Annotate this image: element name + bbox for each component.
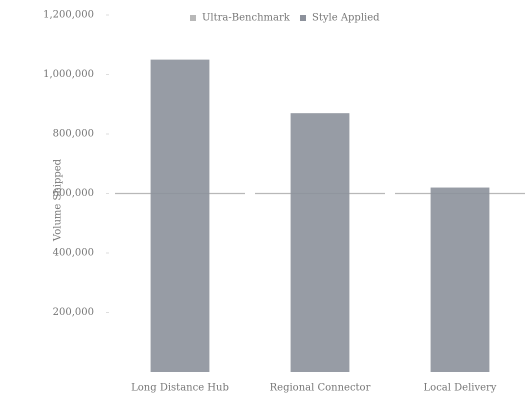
y-tick-label: 800,000	[53, 129, 94, 140]
y-tick-label: 1,200,000	[43, 10, 94, 21]
x-tick-label: Local Delivery	[424, 383, 497, 394]
y-tick-label: 400,000	[53, 248, 94, 259]
x-tick-label: Regional Connector	[270, 383, 371, 394]
y-axis-label: Volume Shipped	[53, 158, 64, 242]
y-tick-label: 200,000	[53, 307, 94, 318]
bar	[150, 59, 210, 372]
legend-label: Style Applied	[312, 13, 380, 24]
bar	[430, 187, 490, 372]
bar	[290, 113, 350, 373]
legend-swatch	[300, 15, 306, 21]
y-tick-label: 1,000,000	[43, 69, 94, 80]
legend-label: Ultra-Benchmark	[202, 13, 291, 24]
x-tick-label: Long Distance Hub	[131, 383, 229, 394]
legend-swatch	[190, 15, 196, 21]
y-tick-label: 600,000	[53, 188, 94, 199]
